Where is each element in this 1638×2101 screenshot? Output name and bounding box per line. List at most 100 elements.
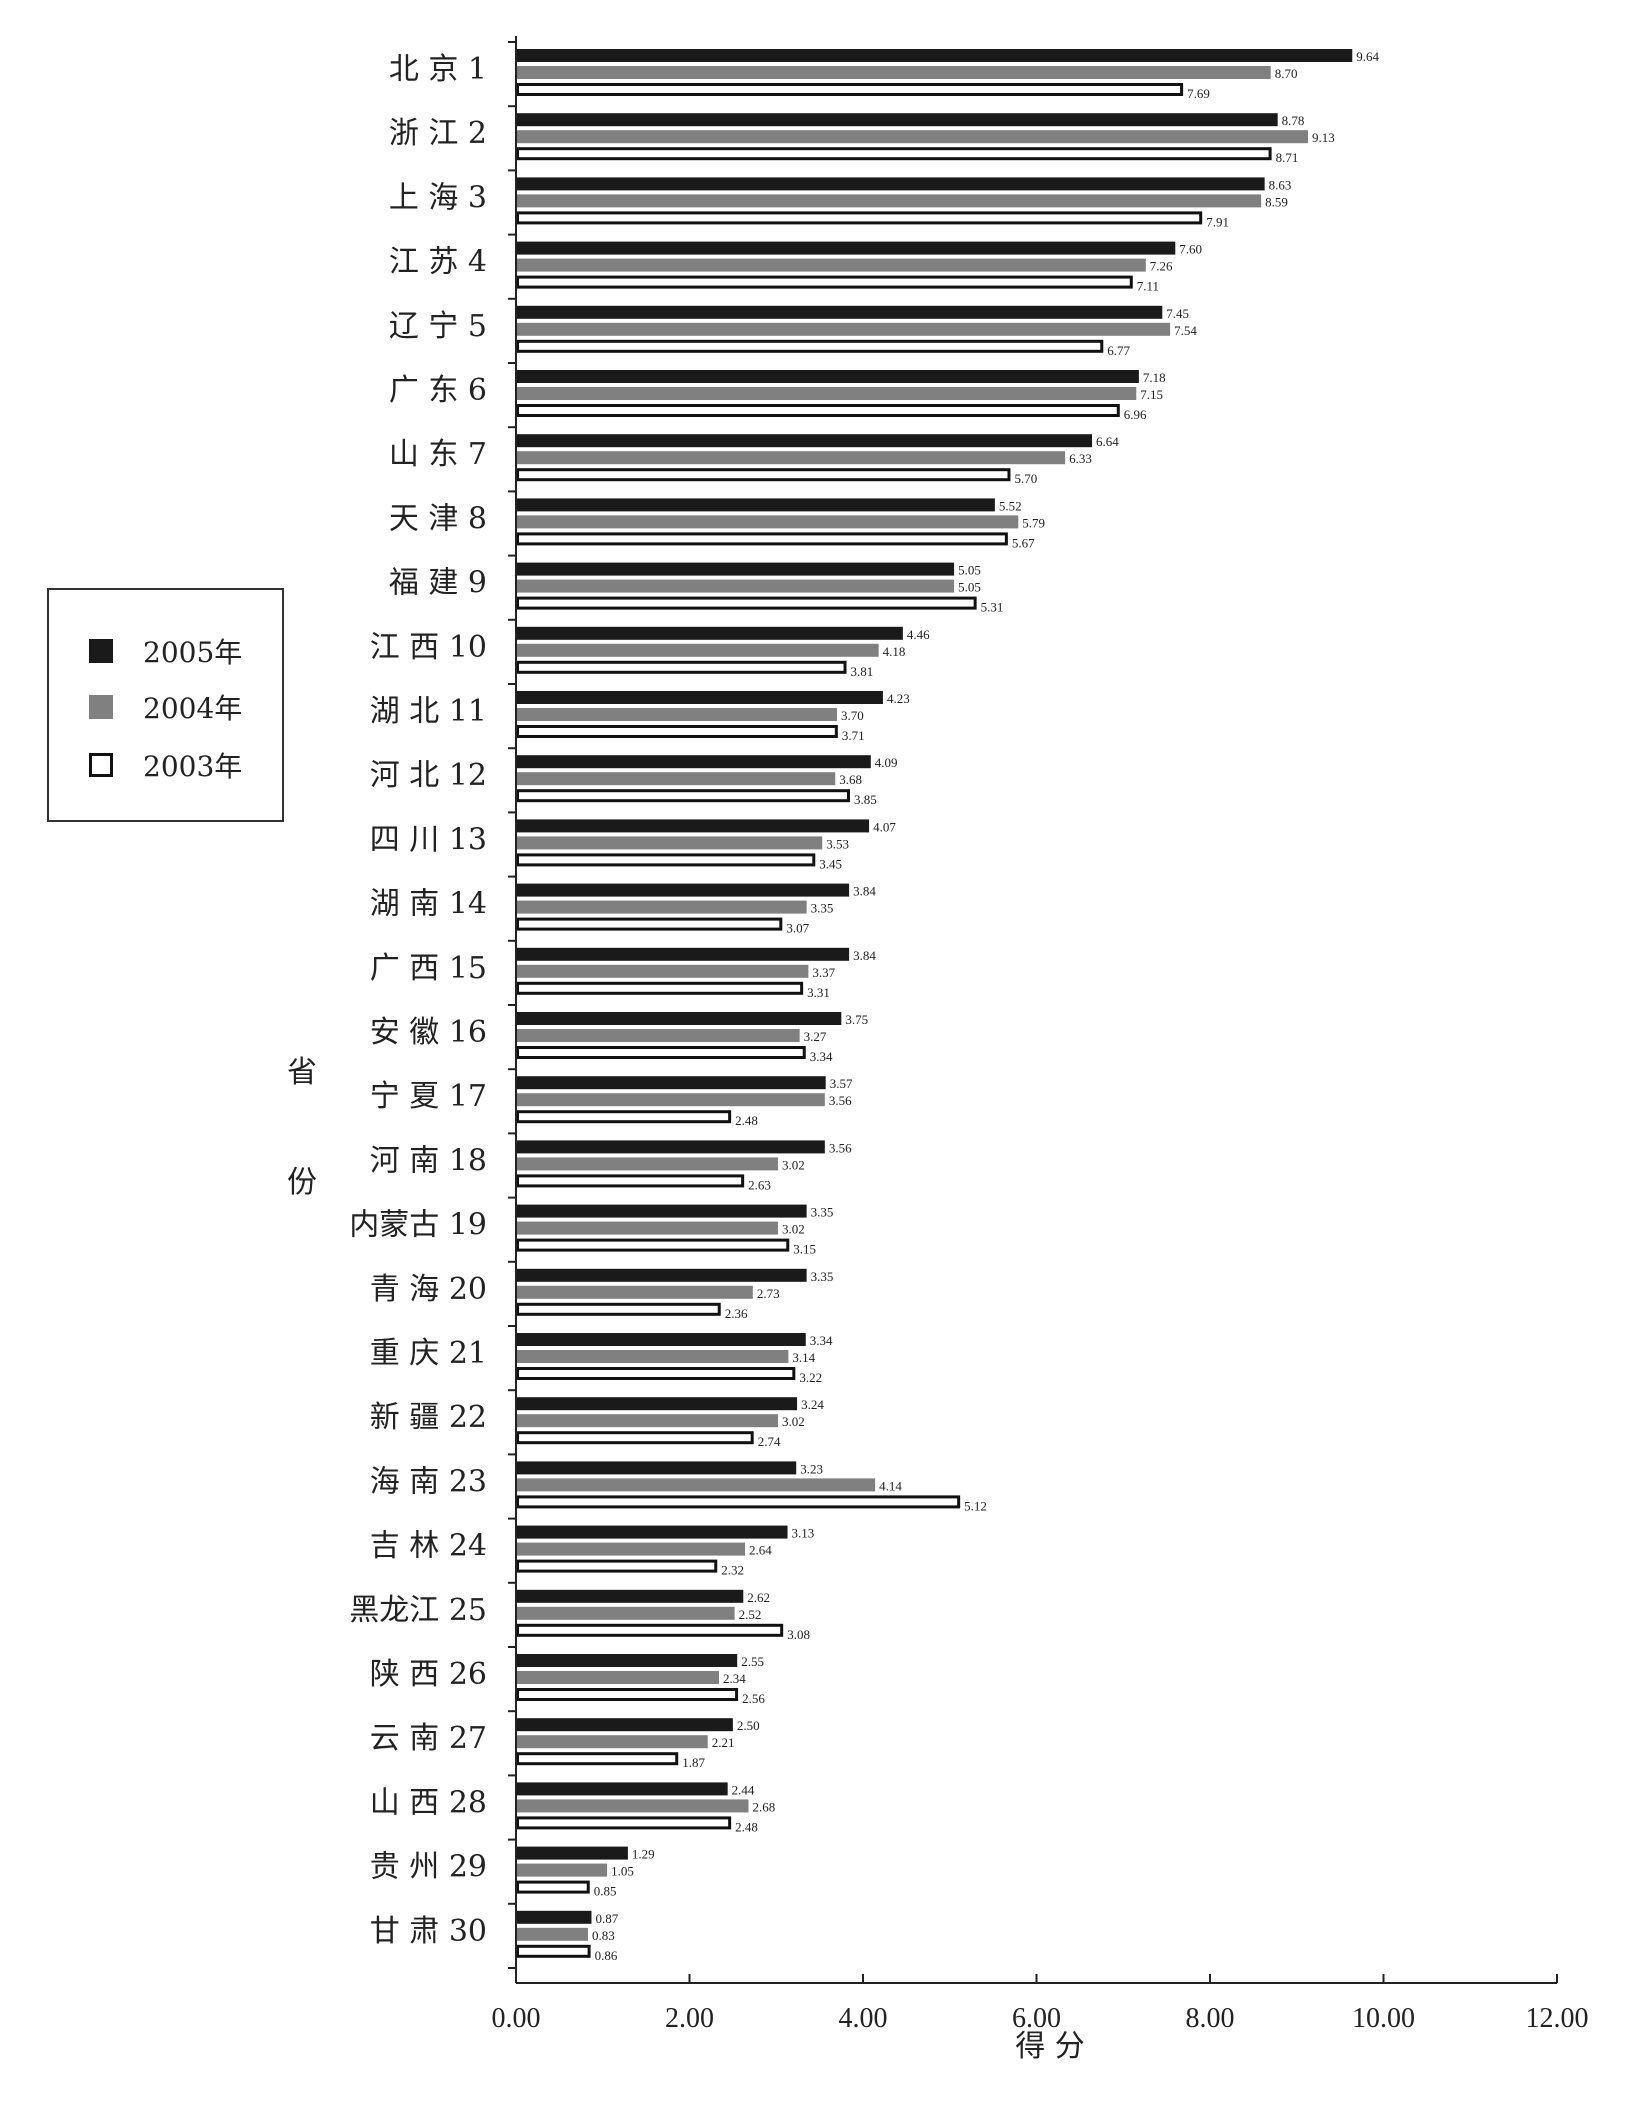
value-label: 3.31 <box>807 985 830 1000</box>
bar-2005 <box>516 947 850 961</box>
x-ticks-group: 0.00 2.00 4.00 6.00 8.00 10.00 12.00 <box>492 1974 1589 2034</box>
value-label: 3.56 <box>829 1093 852 1108</box>
bar-2005 <box>516 1782 728 1796</box>
legend-label-2003: 2003年 <box>143 750 243 783</box>
legend-label-2004: 2004年 <box>143 692 243 725</box>
value-label: 5.67 <box>1012 535 1035 550</box>
value-label: 7.60 <box>1179 242 1202 257</box>
value-label: 3.35 <box>811 1205 834 1220</box>
category-label: 青 海 20 <box>370 1272 487 1307</box>
bar-2005 <box>516 1525 788 1539</box>
category-label: 湖 南 14 <box>370 887 487 922</box>
value-label: 4.23 <box>887 691 910 706</box>
value-label: 3.70 <box>841 708 864 723</box>
bar-2004 <box>516 1927 589 1941</box>
bar-2005 <box>516 1333 806 1346</box>
value-label: 4.07 <box>873 819 896 834</box>
category-label: 天 津 8 <box>389 501 487 536</box>
bar-2004 <box>516 1157 778 1171</box>
value-label: 3.84 <box>853 884 876 899</box>
value-label: 7.45 <box>1166 306 1189 321</box>
bar-2003 <box>516 596 977 610</box>
value-label: 2.68 <box>752 1799 775 1814</box>
bar-2003 <box>516 725 838 738</box>
bar-2005 <box>516 49 1353 62</box>
x-tick-label: 0.00 <box>492 2003 541 2034</box>
category-label: 山 西 28 <box>370 1785 487 1820</box>
bar-2004 <box>516 322 1171 336</box>
value-label: 3.71 <box>842 728 865 743</box>
bar-2004 <box>516 836 823 850</box>
category-label: 陕 西 26 <box>370 1657 487 1692</box>
bar-2004 <box>516 772 836 786</box>
value-label: 5.12 <box>964 1498 987 1513</box>
bar-2003 <box>516 853 816 867</box>
value-label: 3.22 <box>799 1370 822 1385</box>
bar-2004 <box>516 194 1262 208</box>
bar-2003 <box>516 1752 679 1766</box>
value-label: 9.64 <box>1356 49 1379 64</box>
value-label: 6.33 <box>1069 451 1092 466</box>
bar-2003 <box>516 1367 796 1380</box>
value-label: 2.63 <box>748 1177 771 1192</box>
bar-2005 <box>516 434 1093 448</box>
value-label: 2.52 <box>739 1607 762 1622</box>
category-label: 海 南 23 <box>370 1464 487 1499</box>
value-label: 0.87 <box>595 1911 618 1926</box>
category-label: 湖 北 11 <box>370 694 487 729</box>
bar-2004 <box>516 1478 876 1492</box>
bar-2004 <box>516 1671 719 1684</box>
category-label: 重 庆 21 <box>370 1336 487 1371</box>
bars-group <box>516 49 1353 1958</box>
category-label: 内蒙古 19 <box>349 1208 487 1243</box>
bar-2005 <box>516 370 1139 383</box>
category-label: 浙 江 2 <box>389 116 487 151</box>
bar-2004 <box>516 1606 735 1620</box>
bar-2005 <box>516 755 871 769</box>
bar-2005 <box>516 498 995 512</box>
value-label: 8.71 <box>1276 150 1299 165</box>
bar-2005 <box>516 1910 592 1924</box>
bar-2003 <box>516 1046 806 1059</box>
value-label: 0.83 <box>592 1928 615 1943</box>
bar-2004 <box>516 130 1309 144</box>
bar-2003 <box>516 1302 721 1316</box>
bar-2005 <box>516 1397 798 1411</box>
value-label: 3.15 <box>793 1242 816 1257</box>
value-label: 3.02 <box>782 1414 805 1429</box>
bar-2005 <box>516 562 955 576</box>
value-label: 3.45 <box>819 856 842 871</box>
bar-2005 <box>516 1012 842 1025</box>
value-label: 4.46 <box>907 627 930 642</box>
value-label: 7.91 <box>1206 214 1229 229</box>
bar-2004 <box>516 1285 753 1299</box>
value-labels-group: 9.64 8.70 7.69 8.78 9.13 8.71 8.63 8.59 7.91 7.60… <box>592 49 1380 1963</box>
bar-2003 <box>516 468 1011 482</box>
legend: 2005年 2004年 2003年 <box>47 588 284 822</box>
value-label: 4.18 <box>883 644 906 659</box>
value-label: 3.24 <box>801 1397 824 1412</box>
value-label: 3.57 <box>830 1076 853 1091</box>
value-label: 7.26 <box>1150 259 1173 274</box>
x-tick-label: 6.00 <box>1012 2003 1061 2034</box>
bar-2005 <box>516 1461 797 1475</box>
bar-2004 <box>516 708 837 721</box>
bar-2003 <box>516 1559 718 1573</box>
value-label: 3.85 <box>854 792 877 807</box>
bar-2005 <box>516 113 1278 127</box>
bar-2003 <box>516 1495 961 1509</box>
bar-2003 <box>516 981 804 995</box>
value-label: 3.23 <box>800 1461 823 1476</box>
category-label: 上 海 3 <box>389 180 487 215</box>
bar-2005 <box>516 626 903 640</box>
x-tick-label: 8.00 <box>1186 2003 1235 2034</box>
bar-2003 <box>516 1816 732 1830</box>
bar-2004 <box>516 1863 608 1877</box>
bar-2004 <box>516 1350 789 1363</box>
value-label: 3.34 <box>810 1333 833 1348</box>
bar-2003 <box>516 1174 745 1188</box>
category-label: 甘 肃 30 <box>370 1914 487 1949</box>
x-axis-title: 得 分 <box>1015 2029 1085 2064</box>
value-label: 2.48 <box>735 1113 758 1128</box>
bar-2004 <box>516 1799 749 1813</box>
